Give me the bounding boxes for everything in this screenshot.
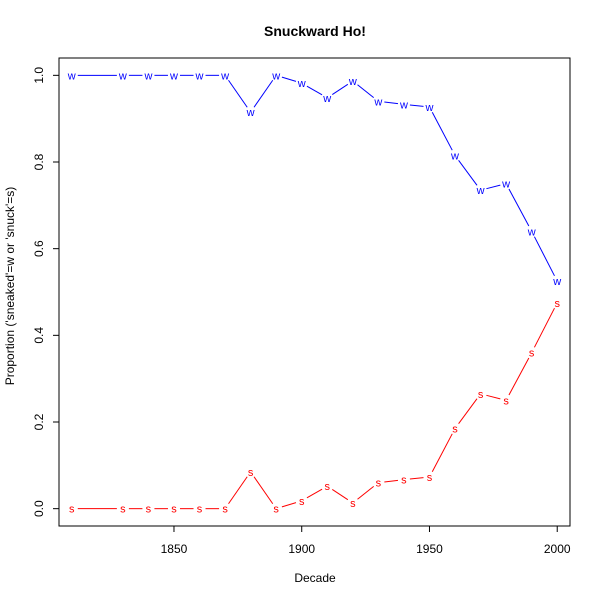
series-line-segment [508,188,530,227]
axes: 1850 1900 1950 2000 0.0 0.2 0.4 0.6 0.8 1.0 [32,67,571,556]
plot-frame [58,57,571,527]
series-line-segment [332,489,349,501]
series-line-segment [281,502,297,508]
data-point-s: s [554,298,560,310]
data-point-s: s [222,504,228,516]
data-point-s: s [350,498,356,510]
series-line-segment [409,104,424,107]
series-line-segment [306,85,323,96]
data-point-w: w [246,107,255,119]
series-line-segment [253,476,274,505]
x-tick-label: 1900 [288,542,315,556]
data-point-w: w [527,226,536,238]
series-line-segment [281,76,297,82]
series-line-segment [384,479,399,483]
data-point-s: s [69,504,75,516]
series-line-segment [458,160,478,186]
data-point-s: s [120,504,126,516]
series-line-segment [486,184,501,190]
data-point-w: w [399,99,408,111]
data-point-s: s [299,496,305,508]
series-line-segment [384,101,399,105]
data-point-w: w [220,70,229,82]
data-point-s: s [171,504,177,516]
chart-title: Snuckward Ho! [264,23,366,39]
series-line-segment [332,83,349,95]
data-point-w: w [501,179,510,191]
series-w: w w w w w w w w w w w w w w w w w w w [67,70,561,288]
data-point-s: s [376,478,382,490]
series-line-segment [508,357,530,396]
data-point-w: w [67,70,76,82]
data-point-s: s [273,504,279,516]
data-point-w: w [373,96,382,108]
data-point-s: s [325,481,331,493]
data-point-s: s [478,389,484,401]
data-point-s: s [529,348,535,360]
data-point-w: w [552,276,561,288]
data-point-w: w [143,70,152,82]
data-point-s: s [503,395,509,407]
data-point-s: s [401,475,407,487]
data-point-w: w [297,78,306,90]
series-line-segment [306,488,323,499]
data-point-s: s [248,467,254,479]
series-line-segment [357,486,374,500]
y-axis-label: Proportion ('sneaked'=w or 'snuck'=s) [3,187,17,386]
series-line-segment [228,476,248,505]
data-point-w: w [322,93,331,105]
series-line-segment [228,79,248,108]
y-tick-label: 1.0 [32,67,46,84]
y-tick-label: 0.0 [32,500,46,517]
x-tick-label: 1950 [416,542,443,556]
y-tick-label: 0.6 [32,240,46,257]
data-point-w: w [118,70,127,82]
series-line-segment [431,433,453,472]
data-point-w: w [476,185,485,197]
series-line-segment [357,84,374,98]
series-line-segment [253,79,274,108]
series-line-segment [486,394,501,400]
series-s: s s s s s s s s s s s s s s s s s s s [69,298,560,516]
y-tick-label: 0.2 [32,413,46,430]
data-point-s: s [197,504,203,516]
series-line-segment [533,236,555,277]
data-point-w: w [169,70,178,82]
series-line-segment [458,398,478,424]
data-point-s: s [452,424,458,436]
series-line-segment [409,477,424,480]
x-axis-label: Decade [294,571,336,585]
series-line-segment [431,112,453,151]
data-point-s: s [146,504,152,516]
data-point-s: s [427,472,433,484]
data-point-w: w [450,151,459,163]
x-tick-label: 1850 [161,542,188,556]
y-tick-label: 0.4 [32,327,46,344]
data-point-w: w [348,76,357,88]
data-point-w: w [195,70,204,82]
data-point-w: w [271,70,280,82]
series-line-segment [533,307,555,348]
x-tick-label: 2000 [544,542,571,556]
data-point-w: w [424,102,433,114]
y-tick-label: 0.8 [32,153,46,170]
